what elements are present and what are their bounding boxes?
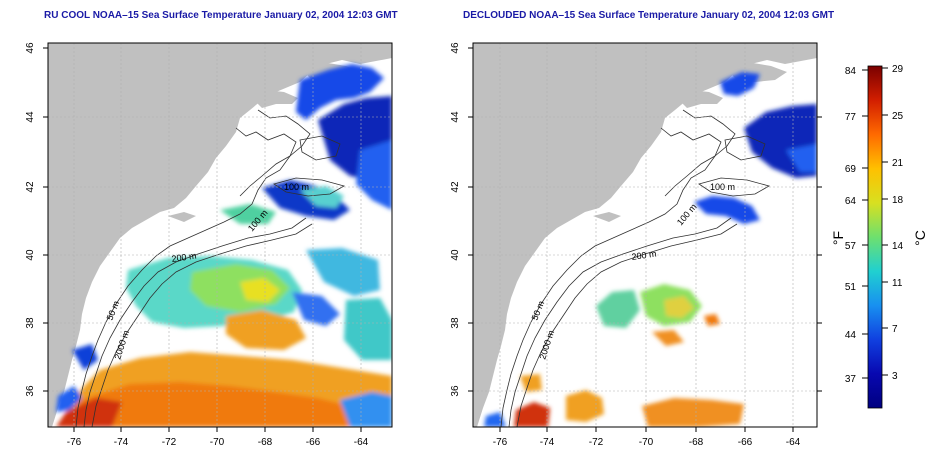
celsius-ticks: 29 25 21 18 14 11 7 3	[892, 64, 904, 382]
colorbar-c-tick: 7	[892, 324, 898, 335]
y-tick-label: 38	[450, 317, 461, 329]
grid-lines	[48, 43, 392, 427]
y-axis: 36 38 40 42 44 46	[450, 42, 822, 397]
colorbar-f-tick: 77	[845, 112, 857, 123]
x-tick-label: -76	[67, 437, 82, 448]
y-tick-label: 44	[450, 111, 461, 123]
colorbar-c-tick: 21	[892, 158, 904, 169]
x-tick-label: -66	[306, 437, 321, 448]
x-tick-label: -72	[589, 437, 604, 448]
map-frame	[472, 42, 818, 428]
fahrenheit-unit-label: °F	[830, 231, 846, 245]
x-tick-label: -66	[738, 437, 753, 448]
x-tick-label: -76	[493, 437, 508, 448]
y-tick-label: 40	[450, 249, 461, 261]
x-axis: -76 -74 -72 -70 -68 -66 -64	[493, 427, 801, 448]
grid-lines	[473, 43, 817, 427]
colorbar-f-tick: 69	[845, 164, 857, 175]
colorbar-f-tick: 37	[845, 374, 857, 385]
sst-data	[484, 72, 817, 427]
x-tick-label: -72	[162, 437, 177, 448]
colorbar-c-tick: 11	[892, 278, 903, 289]
colorbar-f-tick: 64	[845, 196, 857, 207]
contour-label-100m-north: 100 m	[710, 182, 735, 192]
colorbar-f-tick: 44	[845, 330, 857, 341]
y-tick-label: 46	[25, 42, 36, 54]
fahrenheit-ticks: 84 77 69 64 57 51 44 37	[845, 66, 857, 385]
left-map: 50 m 100 m 100 m 200 m 2000 m -76 -74 -7…	[25, 42, 393, 448]
left-map-title: RU COOL NOAA–15 Sea Surface Temperature …	[44, 10, 398, 21]
y-axis: 36 38 40 42 44 46	[25, 42, 48, 397]
x-tick-label: -64	[354, 437, 369, 448]
colorbar-c-tick: 25	[892, 111, 904, 122]
colorbar-scale	[867, 65, 883, 409]
y-tick-label: 46	[450, 42, 461, 54]
colorbar-c-tick: 29	[892, 64, 904, 75]
celsius-unit-label: °C	[912, 230, 928, 246]
colorbar-f-tick: 57	[845, 241, 857, 252]
right-map-title: DECLOUDED NOAA–15 Sea Surface Temperatur…	[463, 10, 835, 21]
contour-label-200m: 200 m	[171, 251, 197, 264]
colorbar-f-tick: 84	[845, 66, 857, 77]
colorbar-c-tick: 18	[892, 195, 904, 206]
colorbar-c-tick: 3	[892, 371, 898, 382]
bathymetry-contours	[500, 109, 771, 427]
right-map: 50 m 100 m 100 m 200 m 2000 m -76 -74 -7…	[450, 42, 822, 448]
x-tick-label: -74	[114, 437, 129, 448]
map-frame	[47, 42, 393, 428]
x-tick-label: -74	[540, 437, 555, 448]
sst-data	[56, 64, 392, 427]
y-tick-label: 36	[450, 385, 461, 397]
y-tick-label: 36	[25, 385, 36, 397]
y-tick-label: 38	[25, 317, 36, 329]
y-tick-label: 44	[25, 111, 36, 123]
contour-label-200m: 200 m	[631, 249, 657, 262]
x-tick-label: -68	[258, 437, 273, 448]
x-tick-label: -68	[689, 437, 704, 448]
x-axis: -76 -74 -72 -70 -68 -66 -64	[67, 427, 369, 448]
x-tick-label: -70	[639, 437, 654, 448]
y-tick-label: 40	[25, 249, 36, 261]
x-tick-label: -64	[786, 437, 801, 448]
colorbar-f-tick: 51	[845, 282, 857, 293]
x-tick-label: -70	[210, 437, 225, 448]
contour-label-100m-north: 100 m	[284, 182, 309, 192]
y-tick-label: 42	[450, 181, 461, 193]
bathymetry-contours	[75, 109, 346, 427]
colorbar-c-tick: 14	[892, 241, 904, 252]
y-tick-label: 42	[25, 181, 36, 193]
colorbar: 84 77 69 64 57 51 44 37 29 25 21 18 14 1…	[830, 64, 928, 409]
